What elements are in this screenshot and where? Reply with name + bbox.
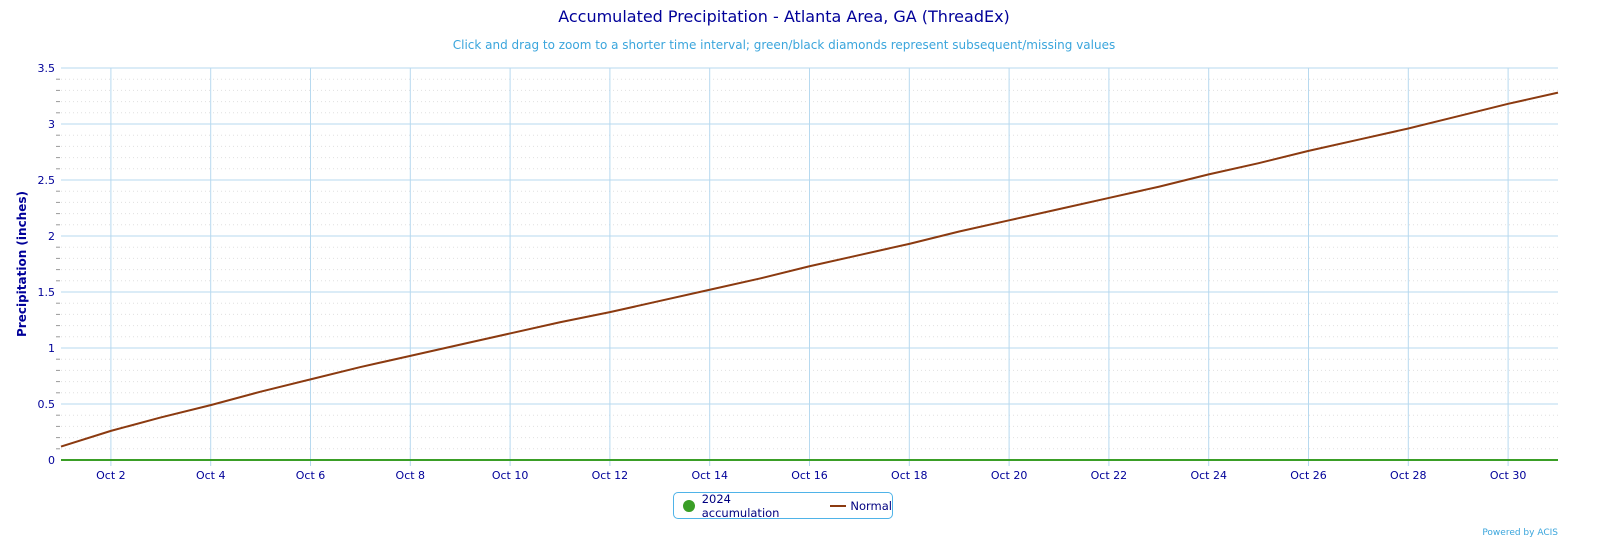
legend: 2024 accumulation Normal — [673, 491, 893, 520]
y-tick-label: 1.5 — [38, 286, 56, 299]
chart-title: Accumulated Precipitation - Atlanta Area… — [558, 7, 1010, 26]
x-tick-label: Oct 16 — [791, 469, 828, 482]
x-tick-label: Oct 28 — [1390, 469, 1427, 482]
x-tick-label: Oct 2 — [96, 469, 126, 482]
x-tick-label: Oct 6 — [296, 469, 326, 482]
powered-by-credit[interactable]: Powered by ACIS — [1482, 528, 1558, 538]
x-tick-label: Oct 8 — [396, 469, 426, 482]
x-tick-label: Oct 12 — [592, 469, 629, 482]
chart-subtitle: Click and drag to zoom to a shorter time… — [452, 38, 1116, 52]
legend-marker-2024[interactable] — [683, 499, 695, 512]
y-tick-label: 0.5 — [38, 398, 56, 411]
y-axis-label: Precipitation (inches) — [15, 191, 29, 337]
x-tick-label: Oct 18 — [891, 469, 928, 482]
legend-label-2024[interactable]: 2024 accumulation — [701, 491, 780, 520]
series-line-normal — [60, 91, 1559, 448]
y-tick-label: 0 — [48, 454, 55, 467]
x-tick-label: Oct 26 — [1290, 469, 1327, 482]
legend-marker-normal[interactable] — [829, 504, 847, 507]
x-tick-label: Oct 20 — [991, 469, 1028, 482]
y-tick-label: 2 — [48, 230, 55, 243]
y-tick-label: 3 — [48, 118, 55, 131]
x-tick-label: Oct 30 — [1490, 469, 1527, 482]
x-tick-label: Oct 4 — [196, 469, 226, 482]
x-tick-label: Oct 24 — [1190, 469, 1227, 482]
y-tick-label: 3.5 — [38, 62, 56, 75]
legend-label-normal[interactable]: Normal — [850, 498, 892, 513]
x-tick-label: Oct 22 — [1091, 469, 1128, 482]
x-tick-label: Oct 10 — [492, 469, 529, 482]
y-tick-label: 1 — [48, 342, 55, 355]
y-tick-label: 2.5 — [38, 174, 56, 187]
x-tick-label: Oct 14 — [691, 469, 728, 482]
